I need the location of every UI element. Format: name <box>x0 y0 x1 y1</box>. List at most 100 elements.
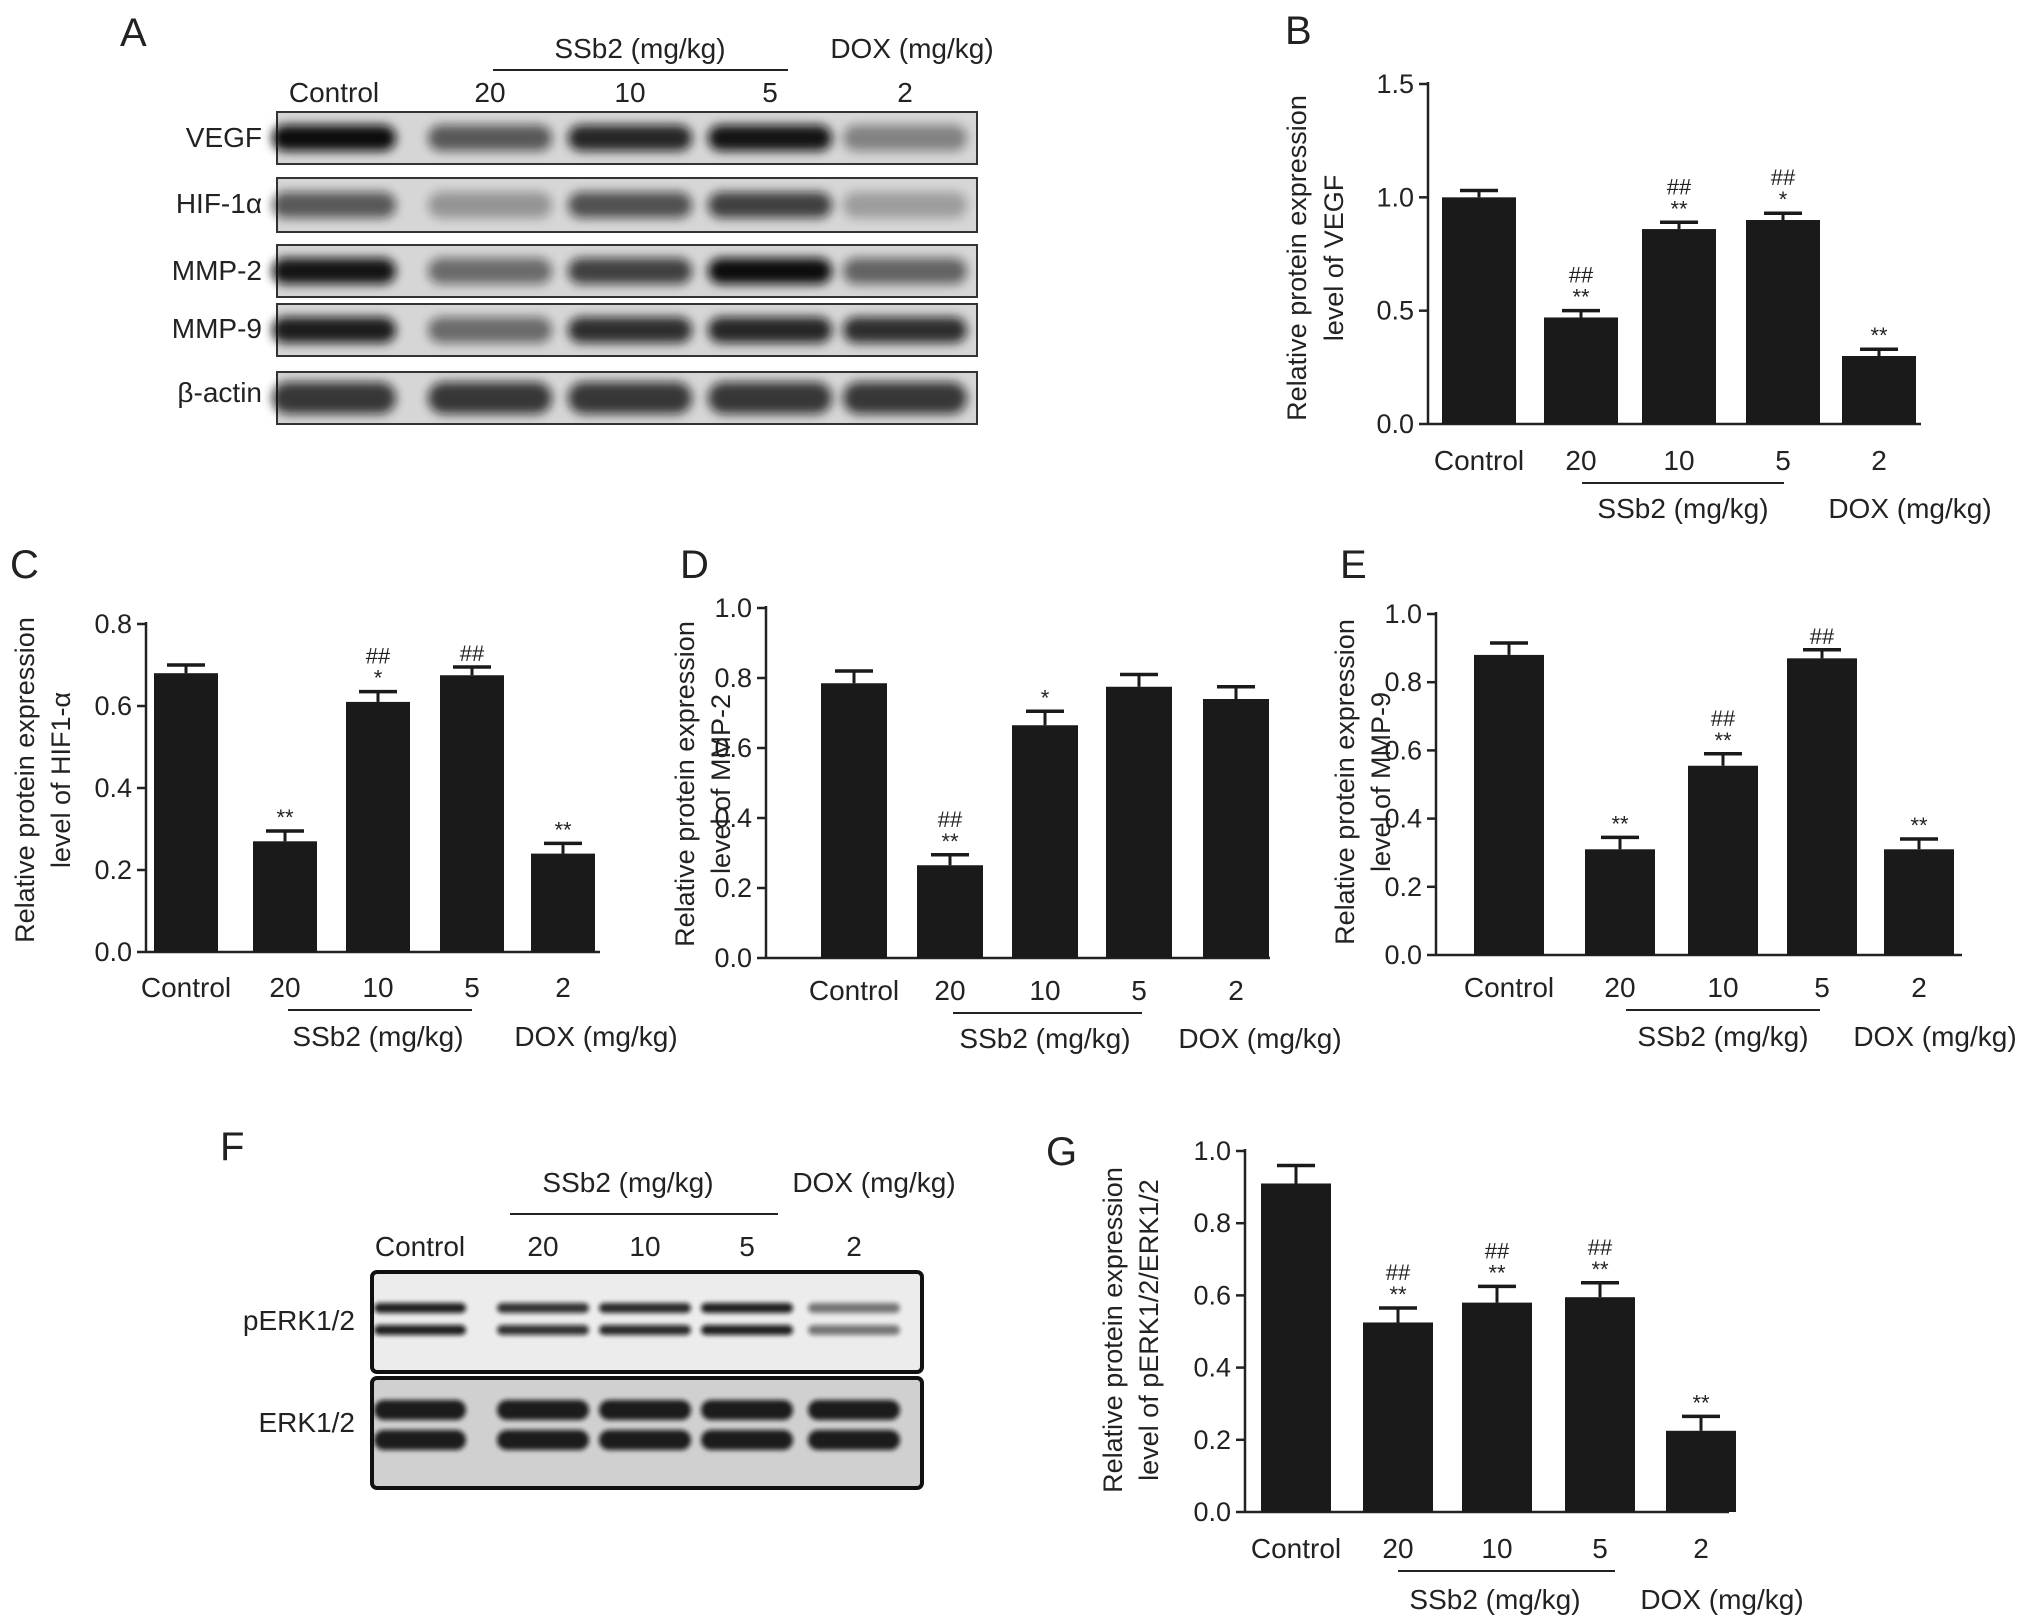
x-tick-label: 20 <box>1382 1533 1413 1564</box>
y-tick-label: 0.0 <box>1376 409 1414 439</box>
blot-a-bands <box>272 258 967 284</box>
blot-a-row: β-actin <box>177 371 978 425</box>
y-tick-label: 1.0 <box>1384 599 1422 629</box>
blot-band <box>374 1400 466 1420</box>
y-tick-label: 0.0 <box>1384 940 1422 970</box>
bar <box>1442 197 1516 424</box>
significance-marker: ** <box>1572 285 1590 310</box>
bar <box>1585 849 1655 955</box>
y-axis-label: Relative protein expression <box>1330 619 1360 945</box>
blot-band <box>374 1303 466 1313</box>
bar-chart-g: G 0.0 0.2 0.4 0.6 0.8 1.0 Relative protein expr… <box>1046 1130 1804 1615</box>
blot-band <box>701 1430 793 1450</box>
blot-a-row: VEGF <box>186 111 978 165</box>
significance-marker: ## <box>366 644 391 669</box>
y-tick-label: 0.4 <box>1384 804 1422 834</box>
bar-chart-d: D 0.0 0.2 0.4 0.6 0.8 1.0 Relative protein expr… <box>670 543 1342 1054</box>
y-axis-label: level of HIF1-α <box>46 692 76 868</box>
x-tick-label: 20 <box>1565 445 1596 476</box>
blot-a-row-label: MMP-9 <box>172 313 262 344</box>
x-tick-label: 2 <box>1871 445 1887 476</box>
significance-marker: ## <box>1667 174 1692 199</box>
x-tick-label: 10 <box>1663 445 1694 476</box>
significance-marker: ** <box>1692 1390 1710 1415</box>
blot-band <box>272 258 396 284</box>
y-tick-label: 1.5 <box>1376 69 1414 99</box>
y-tick-label: 0.0 <box>1193 1497 1231 1527</box>
significance-marker: ## <box>1588 1235 1613 1260</box>
y-axis-label: Relative protein expression <box>10 617 40 943</box>
group-label-dox: DOX (mg/kg) <box>1640 1584 1803 1615</box>
significance-marker: ** <box>554 817 572 842</box>
bar <box>154 673 218 952</box>
blot-band <box>428 382 552 414</box>
panel-label: G <box>1046 1130 1077 1174</box>
blot-band <box>497 1400 589 1420</box>
blot-a-row-label: β-actin <box>177 377 262 408</box>
y-tick-label: 1.0 <box>1193 1136 1231 1166</box>
panel-label: B <box>1285 9 1312 53</box>
bar <box>1261 1183 1331 1512</box>
x-tick-label: 10 <box>362 972 393 1003</box>
blot-a-bands <box>272 317 967 343</box>
significance-marker: ** <box>941 829 959 854</box>
x-tick-label: 2 <box>1693 1533 1709 1564</box>
x-tick-label: 5 <box>464 972 480 1003</box>
significance-marker: * <box>1779 187 1788 212</box>
blot-f-lane-label: 20 <box>527 1231 558 1262</box>
blot-a-dox-header: DOX (mg/kg) <box>830 33 993 64</box>
blot-band <box>568 125 692 151</box>
group-label-ssb2: SSb2 (mg/kg) <box>959 1023 1130 1054</box>
blot-band <box>497 1303 589 1313</box>
blot-f-lane-label: Control <box>375 1231 465 1262</box>
y-tick-label: 0.2 <box>94 855 132 885</box>
bar <box>531 853 595 952</box>
bar <box>1666 1430 1736 1512</box>
blot-band <box>497 1430 589 1450</box>
significance-marker: ## <box>1771 165 1796 190</box>
bar <box>821 683 887 958</box>
significance-marker: ## <box>1386 1260 1411 1285</box>
bar-chart-b: B 0.0 0.5 1.0 1.5 Relative protein expression… <box>1282 9 1992 524</box>
western-blot-a: A SSb2 (mg/kg) DOX (mg/kg) Control 20 10… <box>120 11 994 425</box>
bar <box>1746 220 1820 424</box>
blot-band <box>428 192 552 218</box>
blot-band <box>374 1325 466 1335</box>
blot-band <box>568 192 692 218</box>
blot-band <box>708 382 832 414</box>
bar-charts: B 0.0 0.5 1.0 1.5 Relative protein expression… <box>10 9 2017 1615</box>
blot-band <box>843 125 967 151</box>
y-tick-label: 0.8 <box>714 663 752 693</box>
group-label-dox: DOX (mg/kg) <box>1828 493 1991 524</box>
bar <box>1106 686 1172 958</box>
blot-band <box>708 192 832 218</box>
y-tick-label: 0.6 <box>714 733 752 763</box>
blot-a-bands <box>272 382 967 414</box>
blot-band <box>374 1430 466 1450</box>
significance-marker: ** <box>1714 728 1732 753</box>
bar <box>917 865 983 958</box>
blot-band <box>272 192 396 218</box>
blot-band <box>808 1325 900 1335</box>
x-tick-label: 5 <box>1814 972 1830 1003</box>
y-tick-label: 0.5 <box>1376 296 1414 326</box>
x-tick-label: 20 <box>934 975 965 1006</box>
y-tick-label: 0.6 <box>1193 1280 1231 1310</box>
significance-marker: ** <box>1670 196 1688 221</box>
x-tick-label: 2 <box>1228 975 1244 1006</box>
blot-a-row: HIF-1α <box>176 177 978 233</box>
blot-band <box>708 125 832 151</box>
x-tick-label: Control <box>1251 1533 1341 1564</box>
bar <box>1363 1322 1433 1512</box>
y-tick-label: 0.0 <box>714 943 752 973</box>
significance-marker: * <box>1041 685 1050 710</box>
blot-band <box>272 125 396 151</box>
blot-band <box>701 1400 793 1420</box>
y-axis-label: level of MMP-2 <box>706 694 736 874</box>
blot-band <box>568 258 692 284</box>
blot-a-bands <box>272 192 967 218</box>
blot-band <box>428 317 552 343</box>
blot-band <box>843 382 967 414</box>
group-label-ssb2: SSb2 (mg/kg) <box>292 1021 463 1052</box>
